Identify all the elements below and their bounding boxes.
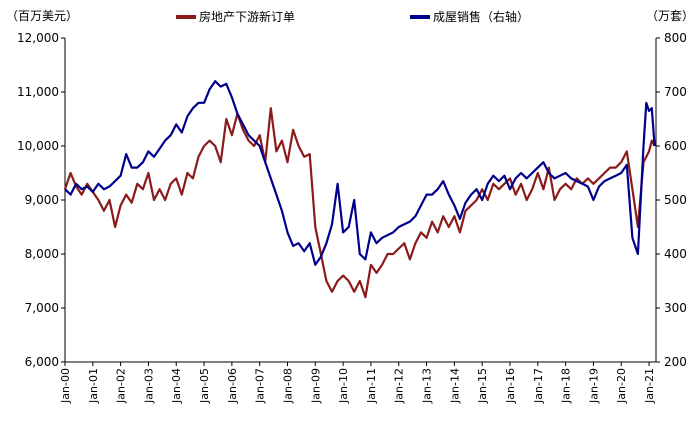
x-tick-label: Jan-04 — [170, 368, 183, 404]
series-line-new-orders — [63, 107, 656, 299]
series-line-existing-home-sales — [64, 80, 656, 266]
left-tick-label: 8,000 — [25, 247, 59, 261]
x-tick-label: Jan-02 — [115, 368, 128, 404]
x-tick-label: Jan-10 — [337, 368, 350, 404]
left-tick-label: 6,000 — [25, 355, 59, 369]
legend-label-existing-home-sales: 成屋销售（右轴） — [433, 9, 529, 24]
right-tick-label: 700 — [664, 85, 687, 99]
left-tick-label: 9,000 — [25, 193, 59, 207]
legend-label-new-orders: 房地产下游新订单 — [199, 9, 295, 24]
x-tick-label: Jan-00 — [59, 368, 72, 404]
left-tick-label: 10,000 — [17, 139, 59, 153]
x-tick-label: Jan-07 — [254, 368, 267, 404]
x-tick-label: Jan-17 — [532, 368, 545, 404]
left-axis-ticks: 6,000 7,000 8,000 9,000 10,000 11,000 12,000 — [17, 31, 65, 369]
left-tick-label: 12,000 — [17, 31, 59, 45]
right-tick-label: 300 — [664, 301, 687, 315]
right-axis-unit-label: （万套） — [646, 9, 694, 23]
x-tick-label: Jan-15 — [476, 368, 489, 404]
x-tick-label: Jan-09 — [309, 368, 322, 404]
right-tick-label: 500 — [664, 193, 687, 207]
x-tick-label: Jan-19 — [587, 368, 600, 404]
right-tick-label: 800 — [664, 31, 687, 45]
x-tick-label: Jan-08 — [281, 368, 294, 404]
right-tick-label: 200 — [664, 355, 687, 369]
x-tick-label: Jan-03 — [142, 368, 155, 404]
series-layer — [63, 80, 656, 299]
right-tick-label: 600 — [664, 139, 687, 153]
x-tick-label: Jan-05 — [198, 368, 211, 404]
left-tick-label: 11,000 — [17, 85, 59, 99]
x-tick-label: Jan-13 — [421, 368, 434, 404]
x-tick-label: Jan-20 — [615, 368, 628, 404]
left-tick-label: 7,000 — [25, 301, 59, 315]
x-tick-label: Jan-14 — [448, 368, 461, 404]
x-tick-label: Jan-12 — [393, 368, 406, 404]
legend: 房地产下游新订单 成屋销售（右轴） — [176, 9, 529, 24]
x-tick-label: Jan-06 — [226, 368, 239, 404]
x-tick-label: Jan-21 — [643, 368, 656, 404]
right-tick-label: 400 — [664, 247, 687, 261]
x-tick-label: Jan-11 — [365, 368, 378, 404]
x-tick-label: Jan-01 — [87, 368, 100, 404]
x-axis-ticks: Jan-00 Jan-01 Jan-02 Jan-03 Jan-04 Jan-05 Jan-… — [59, 362, 656, 404]
right-axis-ticks: 200 300 400 500 600 700 800 — [656, 31, 687, 369]
x-tick-label: Jan-16 — [504, 368, 517, 404]
x-tick-label: Jan-18 — [560, 368, 573, 404]
left-axis-unit-label: （百万美元） — [6, 9, 78, 23]
